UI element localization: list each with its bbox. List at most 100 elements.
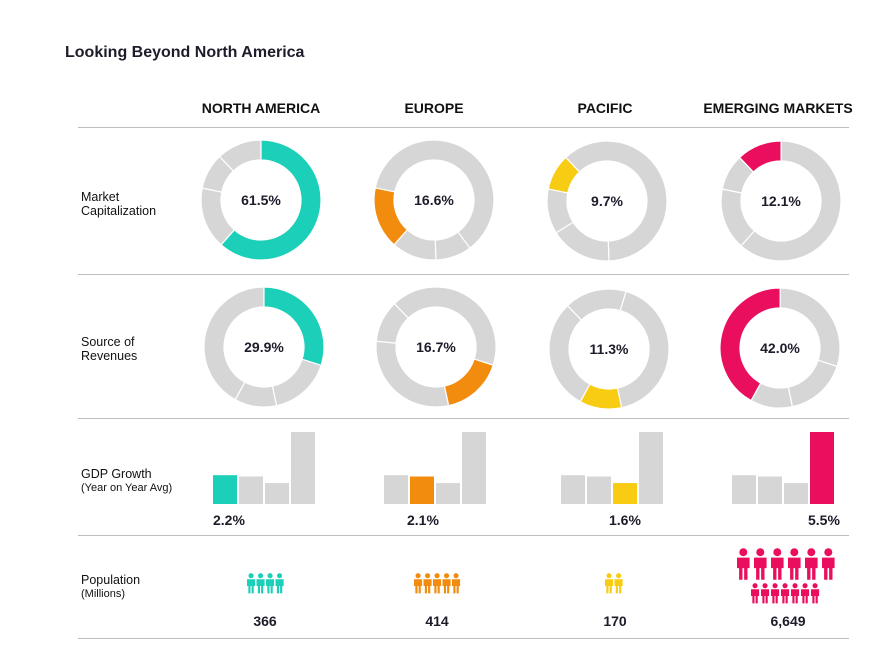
row-label-revenues: Source of Revenues [81, 335, 137, 363]
donut-segment-north-america [220, 139, 322, 261]
person-icon [801, 583, 810, 604]
person-icon [788, 548, 801, 580]
gdp-bars-emerging-markets [731, 431, 837, 510]
person-icon [811, 583, 820, 604]
donut-market-cap-pacific: 9.7% [546, 140, 668, 262]
gdp-bars-europe [383, 431, 489, 510]
people-icon [247, 573, 284, 594]
gdp-value-emerging-markets: 5.5% [808, 512, 840, 528]
person-icon [771, 548, 784, 580]
row-label-population-sub: (Millions) [81, 588, 125, 600]
population-value-europe: 414 [425, 613, 449, 629]
people-icon [414, 573, 461, 594]
person-icon [761, 583, 770, 604]
person-icon [433, 573, 442, 594]
gdp-bar-europe [410, 476, 434, 504]
gdp-value-europe: 2.1% [407, 512, 439, 528]
gdp-bar-emerging-markets [291, 432, 315, 504]
row-label-market-cap: Market Capitalization [81, 190, 156, 218]
gdp-bars-north-america [212, 431, 318, 510]
gdp-bars-svg [561, 432, 663, 504]
donut-label: 12.1% [761, 193, 801, 209]
row-label-population: Population (Millions) [81, 573, 140, 601]
donut-svg [719, 287, 841, 409]
population-icons-emerging-markets [736, 547, 838, 614]
gdp-bar-north-america [213, 475, 237, 504]
row-label-revenues-line1: Source of [81, 335, 135, 349]
row-label-market-cap-line1: Market [81, 190, 120, 204]
person-icon [605, 573, 614, 594]
column-header-europe: EUROPE [404, 100, 464, 116]
person-icon [247, 573, 256, 594]
gdp-bar-pacific [265, 483, 289, 504]
person-icon [754, 548, 767, 580]
divider-gdp [78, 535, 849, 536]
gdp-bars-svg [732, 432, 834, 504]
row-label-gdp: GDP Growth (Year on Year Avg) [81, 467, 172, 495]
gdp-value-pacific: 1.6% [609, 512, 641, 528]
column-header-north-america: NORTH AMERICA [201, 100, 321, 116]
divider-population [78, 638, 849, 639]
person-icon [781, 583, 790, 604]
gdp-bars-svg [213, 432, 315, 504]
donut-label: 9.7% [591, 193, 623, 209]
donut-svg [373, 139, 495, 261]
donut-svg [720, 140, 842, 262]
person-icon [614, 573, 623, 594]
donut-segment-europe [443, 358, 494, 407]
page-title: Looking Beyond North America [65, 44, 305, 61]
population-value-emerging-markets: 6,649 [770, 613, 806, 629]
row-label-market-cap-line2: Capitalization [81, 204, 157, 218]
donut-label: 16.7% [416, 339, 456, 355]
donut-svg [375, 286, 497, 408]
person-icon [822, 548, 835, 580]
donut-segment-emerging-markets [719, 287, 781, 402]
gdp-bar-emerging-markets [462, 432, 486, 504]
person-icon [266, 573, 275, 594]
person-icon [791, 583, 800, 604]
donut-label: 42.0% [760, 340, 800, 356]
person-icon [442, 573, 451, 594]
population-value-pacific: 170 [603, 613, 627, 629]
person-icon [256, 573, 265, 594]
gdp-bar-europe [587, 476, 611, 504]
column-header-pacific: PACIFIC [577, 100, 633, 116]
donut-market-cap-europe: 16.6% [373, 139, 495, 261]
donut-label: 16.6% [414, 192, 454, 208]
row-label-population-main: Population [81, 573, 141, 587]
gdp-bar-emerging-markets [810, 432, 834, 504]
donut-market-cap-north-america: 61.5% [200, 139, 322, 261]
population-icons-europe [413, 571, 463, 602]
people-icon [605, 573, 623, 594]
person-icon [423, 573, 432, 594]
gdp-bar-europe [239, 476, 263, 504]
donut-revenues-north-america: 29.9% [203, 286, 325, 408]
donut-svg [546, 140, 668, 262]
donut-label: 61.5% [241, 192, 281, 208]
donut-revenues-emerging-markets: 42.0% [719, 287, 841, 409]
donut-svg [203, 286, 325, 408]
row-label-gdp-main: GDP Growth [81, 467, 152, 481]
row-label-gdp-sub: (Year on Year Avg) [81, 482, 173, 494]
gdp-value-north-america: 2.2% [213, 512, 245, 528]
donut-segment-other [740, 140, 842, 262]
donut-svg [200, 139, 322, 261]
population-value-north-america: 366 [253, 613, 277, 629]
person-icon [737, 548, 750, 580]
donut-svg [548, 288, 670, 410]
person-icon [275, 573, 284, 594]
donut-market-cap-emerging-markets: 12.1% [720, 140, 842, 262]
gdp-bar-north-america [732, 475, 756, 504]
gdp-bar-europe [758, 476, 782, 504]
gdp-bars-svg [384, 432, 486, 504]
gdp-bar-pacific [436, 483, 460, 504]
person-icon [805, 548, 818, 580]
population-icons-north-america [246, 571, 286, 602]
gdp-bar-north-america [384, 475, 408, 504]
gdp-bar-emerging-markets [639, 432, 663, 504]
population-icons-pacific [604, 571, 626, 602]
donut-segment-europe [373, 187, 409, 246]
person-icon [452, 573, 461, 594]
divider-header [78, 127, 849, 128]
donut-segment-pacific [579, 383, 623, 410]
